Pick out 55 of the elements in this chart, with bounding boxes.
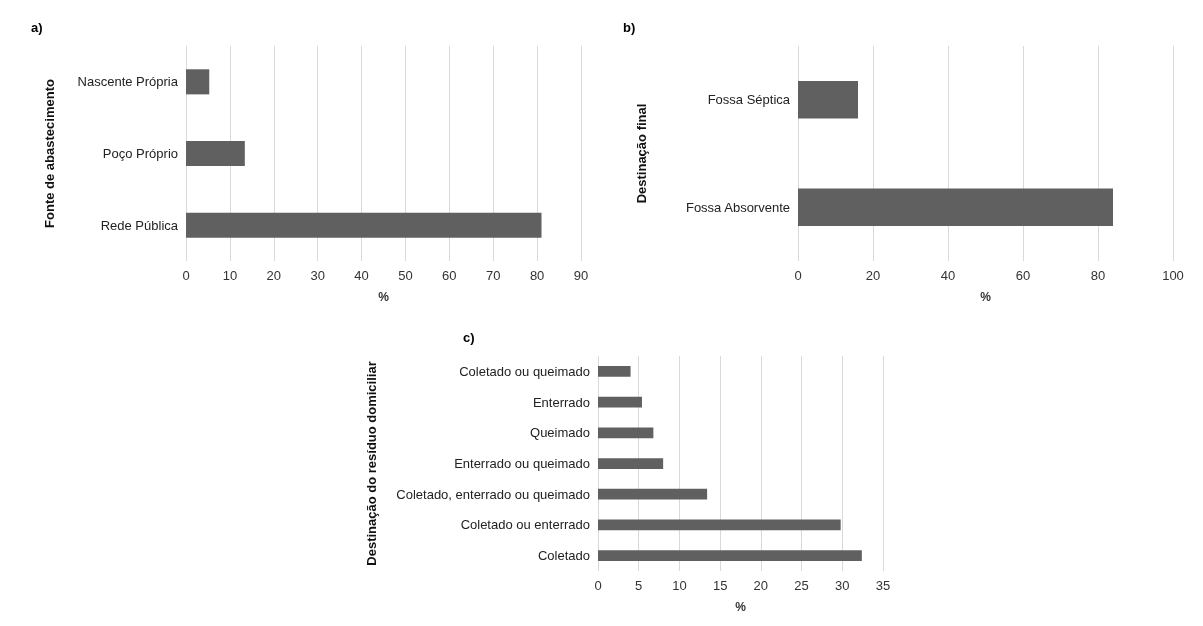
x-tick-label: 15 [712,578,728,593]
y-tick-label: Enterrado ou queimado [454,456,590,471]
y-tick-label: Rede Pública [100,217,179,233]
bar [598,488,708,500]
x-tick-label: 35 [875,578,891,593]
y-tick-label: Nascente Própria [77,74,179,90]
y-axis-title: Destinação do resíduo domiciliar [364,361,379,566]
x-tick-label: 60 [442,268,457,283]
x-tick-label: 25 [794,578,809,593]
y-tick-label: Coletado ou queimado [459,363,590,379]
x-tick-label: 100 [1162,268,1184,283]
y-tick-label: Coletado [537,548,590,564]
y-tick-label: Enterrado [532,394,590,410]
x-tick-label: 20 [753,578,769,593]
y-tick-label: Fossa Absorvente [685,199,790,215]
x-tick-label: 30 [835,578,850,593]
y-tick-label: Coletado, enterrado ou queimado [396,486,590,502]
bar [598,458,664,469]
x-axis-title: % [980,290,992,304]
x-tick-label: 0 [182,268,190,283]
x-tick-label: 30 [310,268,325,283]
bar [186,69,210,95]
x-tick-label: 90 [573,268,589,283]
y-tick-label: Coletado ou enterrado [460,517,590,533]
x-tick-label: 80 [529,268,545,283]
x-tick-label: 5 [635,578,643,593]
bar [598,427,654,439]
text: b) [623,20,636,35]
x-tick-label: 20 [266,268,282,283]
x-tick-label: 0 [794,268,802,283]
bar [598,365,631,377]
x-tick-label: 50 [398,268,413,283]
text: c) [463,330,475,345]
text: a) [31,20,43,35]
x-tick-label: 10 [672,578,687,593]
bar [186,212,542,238]
bar [186,140,245,167]
x-tick-label: 10 [222,268,238,283]
y-axis-title: Destinação final [634,103,649,204]
x-tick-label: 0 [594,578,602,593]
x-tick-label: 40 [940,268,956,283]
bar [598,550,862,562]
x-tick-label: 80 [1090,268,1106,283]
x-tick-label: 60 [1015,268,1031,283]
y-tick-label: Poço Próprio [102,146,178,161]
x-tick-label: 70 [485,268,501,283]
y-tick-label: Fossa Séptica [707,92,791,108]
x-tick-label: 40 [354,268,369,283]
bar [598,396,642,408]
y-tick-label: Queimado [530,425,590,441]
x-axis-title: % [378,290,390,304]
bar [598,519,841,531]
x-axis-title: % [735,600,747,614]
y-axis-title: Fonte de abastecimento [42,79,57,228]
x-tick-label: 20 [865,268,881,283]
